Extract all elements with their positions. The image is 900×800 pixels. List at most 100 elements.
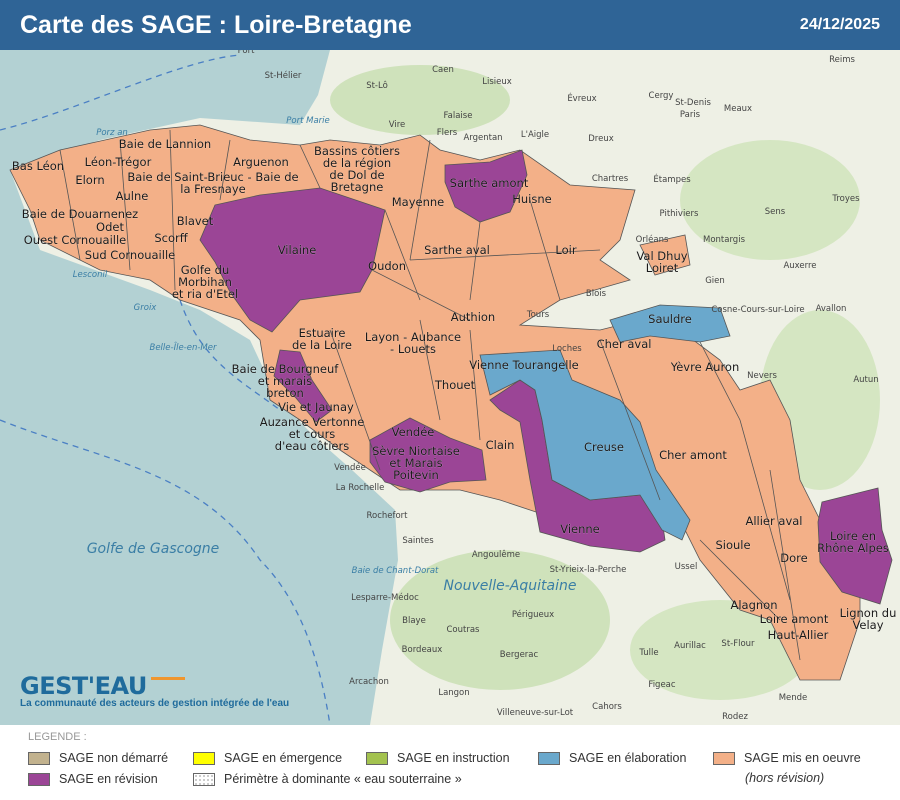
sage-label: Vendée: [392, 425, 435, 439]
page-title: Carte des SAGE : Loire-Bretagne: [20, 10, 412, 39]
sage-label: Cher amont: [659, 448, 727, 462]
sage-label: Ouest Cornouaille: [24, 233, 126, 247]
place-label: Rochefort: [366, 511, 408, 521]
place-label: Vendée: [334, 462, 366, 473]
sage-label: Yèvre Auron: [670, 360, 740, 374]
sage-area-baie-bourgneuf[interactable]: [273, 349, 333, 423]
place-label: Port: [238, 50, 256, 56]
sage-label: Golfe du Morbihan et ria d'Etel: [172, 263, 238, 301]
sage-label: Vienne: [560, 522, 600, 536]
sage-label: Sarthe aval: [424, 243, 490, 257]
sage-label: Vilaine: [278, 243, 317, 257]
sage-label: Mayenne: [392, 195, 445, 209]
sage-label: Oudon: [368, 259, 406, 273]
sage-label: Vie et Jaunay: [278, 400, 354, 414]
place-label: Saintes: [402, 536, 434, 546]
legend-swatch: [366, 751, 388, 765]
sage-label: Layon - Aubance - Louets: [365, 330, 461, 356]
place-label: Figeac: [648, 680, 675, 690]
sage-label: Allier aval: [745, 514, 802, 528]
sage-label: Loire amont: [760, 612, 829, 626]
place-label: Coutras: [447, 625, 481, 635]
sage-label: Clain: [486, 438, 515, 452]
legend-swatch: [713, 751, 735, 765]
place-label: Dreux: [588, 134, 614, 144]
sage-label: Val Dhuy Loiret: [636, 249, 687, 275]
forest-area: [330, 65, 510, 135]
forest-area: [630, 600, 810, 700]
logo-tagline: La communauté des acteurs de gestion int…: [20, 698, 290, 709]
place-label: Étampes: [653, 173, 691, 185]
place-label: Cergy: [649, 91, 674, 101]
place-label: Vire: [389, 120, 406, 130]
place-label: Blois: [586, 289, 607, 299]
sage-label: Huisne: [512, 192, 552, 206]
sage-label: Sauldre: [648, 312, 692, 326]
sage-label: Blavet: [177, 214, 214, 228]
place-label: Avallon: [816, 304, 847, 314]
place-label: Lesconil: [73, 270, 108, 280]
sage-label: Arguenon: [233, 155, 289, 169]
sage-label: Haut-Allier: [768, 628, 829, 642]
place-label: Port Marie: [286, 116, 329, 126]
place-label: Arcachon: [349, 677, 389, 687]
sage-boundaries: [59, 129, 801, 661]
legend-item-eau-souterraine: Périmètre à dominante « eau souterraine …: [193, 772, 462, 786]
gesteau-logo: GEST'EAU La communauté des acteurs de ge…: [20, 672, 289, 709]
sage-label: Authion: [451, 310, 495, 324]
place-label: Blaye: [402, 616, 426, 626]
place-label: Flers: [437, 128, 458, 138]
place-label: Gien: [705, 276, 725, 286]
sage-area-val-dhuy[interactable]: [639, 234, 691, 276]
legend-label: SAGE en instruction: [397, 751, 510, 765]
legend-subnote: (hors révision): [745, 771, 825, 785]
sage-label: Vienne Tourangelle: [469, 358, 579, 372]
place-label: Meaux: [724, 104, 752, 114]
sage-label: Thouet: [434, 378, 476, 392]
sage-area-loire-rhone-alpes[interactable]: [817, 487, 893, 605]
header-bar: Carte des SAGE : Loire-Bretagne 24/12/20…: [0, 0, 900, 50]
place-label: Caen: [432, 65, 454, 75]
legend-swatch: [28, 751, 50, 765]
sage-area-sevre-niortaise[interactable]: [369, 417, 487, 493]
place-label: Montargis: [703, 235, 746, 245]
legend: LEGENDE : SAGE non démarré SAGE en émerg…: [0, 725, 900, 800]
sage-label: Bassins côtiers de la région de Dol de Bret…: [314, 144, 400, 194]
sage-label: Bas Léon: [12, 159, 64, 173]
sage-label: Sèvre Niortaise et Marais Poitevin: [372, 444, 460, 482]
legend-label: SAGE en révision: [59, 772, 158, 786]
place-label: La Rochelle: [336, 483, 385, 493]
place-label: Bergerac: [500, 650, 539, 660]
place-label: Baie de Chant-Dorat: [352, 566, 439, 576]
logo-accent-bar: [150, 677, 185, 680]
place-label: Nevers: [747, 371, 777, 381]
place-label: Pithiviers: [660, 209, 699, 219]
place-label: Reims: [829, 55, 855, 65]
sage-label: Elorn: [75, 173, 104, 187]
legend-title: LEGENDE :: [28, 731, 87, 743]
place-label: Cosne-Cours-sur-Loire: [711, 305, 804, 315]
place-label: Auxerre: [783, 261, 816, 271]
sage-label: Creuse: [584, 440, 624, 454]
forest-area: [680, 140, 860, 260]
place-label: Nouvelle-Aquitaine: [444, 578, 577, 594]
legend-label: SAGE en émergence: [224, 751, 343, 765]
legend-item-mis-en-oeuvre: SAGE mis en oeuvre: [713, 751, 861, 765]
legend-swatch: [538, 751, 560, 765]
place-label: St-Yrieix-la-Perche: [550, 565, 627, 575]
place-label: Loches: [552, 344, 582, 354]
sage-area-sarthe-amont[interactable]: [444, 149, 528, 223]
legend-label: SAGE mis en oeuvre: [744, 751, 861, 765]
map-svg[interactable]: Port St-Hélier Caen St-Lô Vire Flers Falaise Ar…: [0, 50, 900, 725]
map-canvas[interactable]: Port St-Hélier Caen St-Lô Vire Flers Falaise Ar…: [0, 50, 900, 725]
sage-label: Loir: [555, 243, 576, 257]
sage-label: Estuaire de la Loire: [292, 326, 352, 352]
legend-item-elaboration: SAGE en élaboration: [538, 751, 686, 765]
sage-label: Baie de Lannion: [119, 137, 211, 151]
map-date: 24/12/2025: [799, 16, 880, 33]
legend-item-instruction: SAGE en instruction: [366, 751, 510, 765]
sage-area-creuse[interactable]: [479, 349, 691, 541]
sage-area-sauldre[interactable]: [609, 304, 731, 343]
sage-labels: Bas Léon Baie de Lannion Léon-Trégor Elorn B…: [12, 137, 897, 643]
legend-label: SAGE non démarré: [59, 751, 169, 765]
